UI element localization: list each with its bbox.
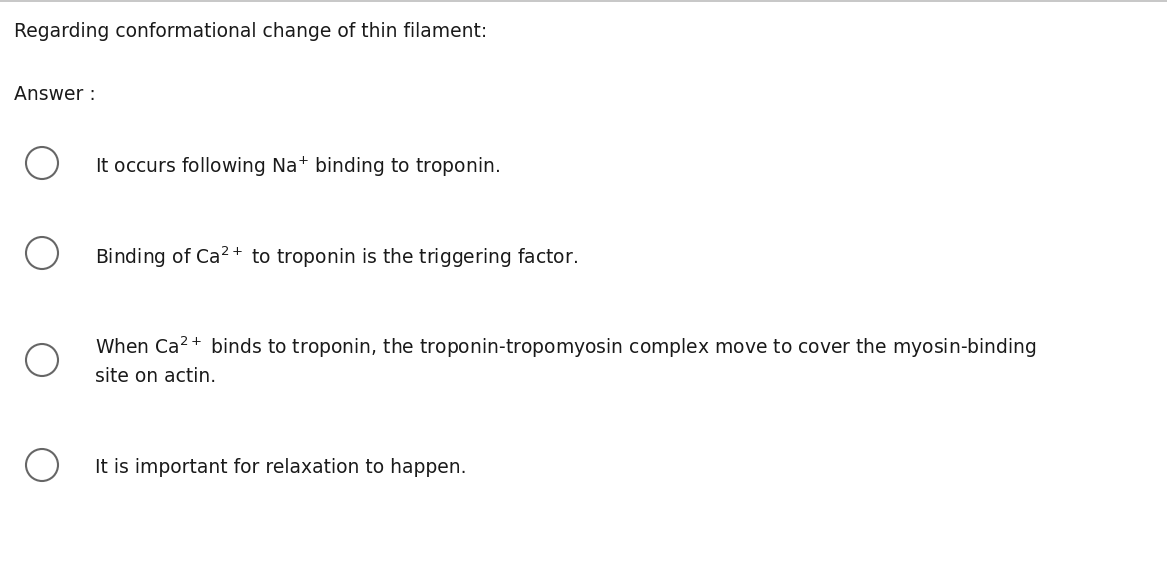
Text: When Ca$^{2+}$ binds to troponin, the troponin-tropomyosin complex move to cover: When Ca$^{2+}$ binds to troponin, the tr… (95, 335, 1037, 385)
Text: Answer :: Answer : (14, 85, 96, 104)
Text: It occurs following Na$^{+}$ binding to troponin.: It occurs following Na$^{+}$ binding to … (95, 155, 501, 179)
Text: It is important for relaxation to happen.: It is important for relaxation to happen… (95, 458, 467, 477)
Text: Regarding conformational change of thin filament:: Regarding conformational change of thin … (14, 22, 488, 41)
Text: Binding of Ca$^{2+}$ to troponin is the triggering factor.: Binding of Ca$^{2+}$ to troponin is the … (95, 245, 578, 271)
